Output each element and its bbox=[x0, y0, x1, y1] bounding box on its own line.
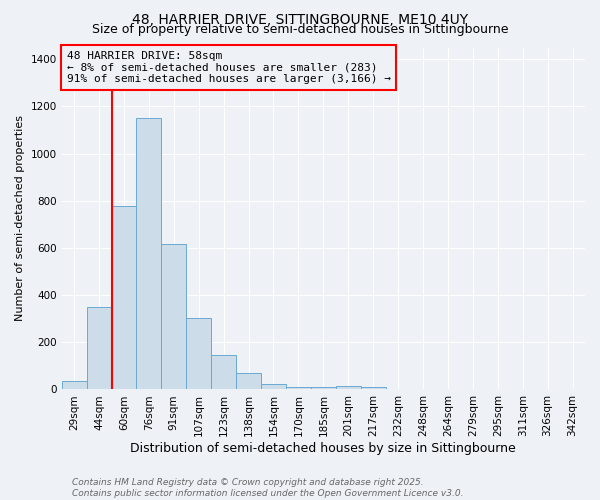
Bar bbox=[186, 318, 211, 390]
Bar bbox=[161, 244, 186, 390]
Bar bbox=[336, 386, 361, 390]
Bar bbox=[311, 386, 336, 390]
Bar bbox=[286, 387, 311, 390]
Bar bbox=[361, 387, 386, 390]
Bar bbox=[62, 381, 86, 390]
Text: Contains HM Land Registry data © Crown copyright and database right 2025.
Contai: Contains HM Land Registry data © Crown c… bbox=[72, 478, 464, 498]
Bar bbox=[136, 118, 161, 390]
Text: 48 HARRIER DRIVE: 58sqm
← 8% of semi-detached houses are smaller (283)
91% of se: 48 HARRIER DRIVE: 58sqm ← 8% of semi-det… bbox=[67, 51, 391, 84]
Bar bbox=[261, 384, 286, 390]
Text: 48, HARRIER DRIVE, SITTINGBOURNE, ME10 4UY: 48, HARRIER DRIVE, SITTINGBOURNE, ME10 4… bbox=[132, 12, 468, 26]
Bar bbox=[236, 373, 261, 390]
Bar bbox=[86, 307, 112, 390]
Text: Size of property relative to semi-detached houses in Sittingbourne: Size of property relative to semi-detach… bbox=[92, 22, 508, 36]
Bar bbox=[112, 206, 136, 390]
X-axis label: Distribution of semi-detached houses by size in Sittingbourne: Distribution of semi-detached houses by … bbox=[130, 442, 516, 455]
Bar bbox=[211, 356, 236, 390]
Y-axis label: Number of semi-detached properties: Number of semi-detached properties bbox=[15, 116, 25, 322]
